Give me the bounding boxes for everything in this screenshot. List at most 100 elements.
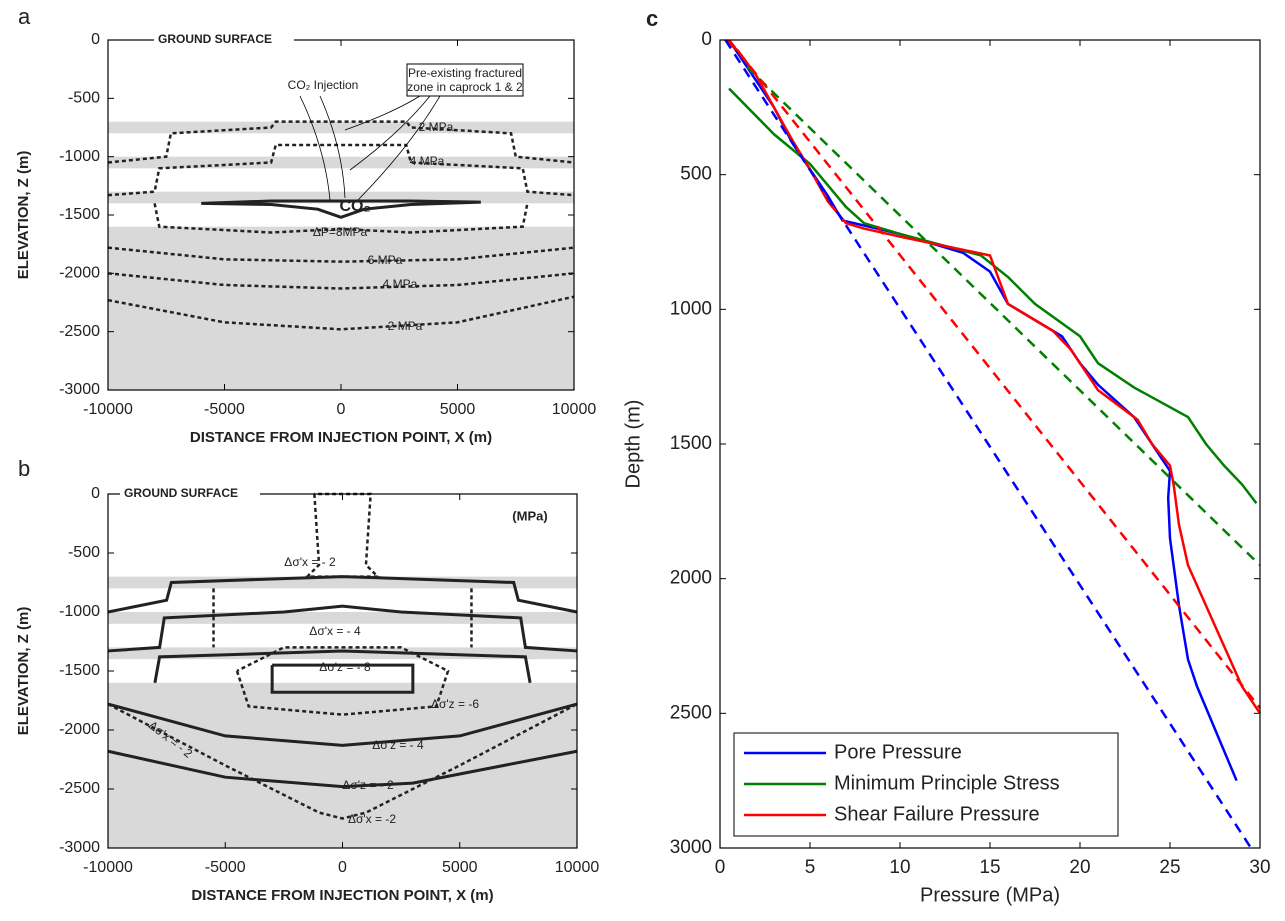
line-series — [724, 39, 1262, 715]
y-tick-label: -1500 — [59, 206, 100, 223]
annotation: 4 MPa — [410, 154, 445, 168]
y-axis-label: Depth (m) — [622, 400, 644, 489]
contour-line — [270, 663, 415, 694]
x-tick-label: 0 — [715, 857, 726, 878]
y-tick-label: 2000 — [670, 568, 712, 589]
contour-line — [107, 604, 578, 653]
contour-line — [107, 272, 575, 290]
y-tick-label: 2500 — [670, 702, 712, 723]
x-tick-label: 5000 — [442, 859, 478, 876]
x-tick-label: 5 — [805, 857, 816, 878]
y-tick-label: 1000 — [670, 298, 712, 319]
contour-line — [107, 143, 575, 197]
y-tick-label: -1000 — [59, 148, 100, 165]
contour-line — [107, 749, 578, 789]
label-bg — [154, 33, 294, 47]
x-tick-label: 15 — [979, 857, 1000, 878]
contour-line — [107, 702, 578, 820]
y-tick-label: 0 — [91, 31, 100, 48]
x-tick-label: -10000 — [83, 859, 133, 876]
panel: b-10000 -5000 0 5000 10000-3000-2500-2000-15… — [15, 456, 599, 904]
y-tick-label: 3000 — [670, 837, 712, 858]
line-series — [728, 39, 1261, 709]
layer-band — [108, 647, 577, 660]
legend-label: Pore Pressure — [834, 741, 962, 763]
annotation: Δσ'z = - 2 — [342, 778, 394, 792]
y-tick-label: -500 — [68, 544, 100, 561]
arrow — [349, 95, 431, 171]
annotation: Δσ'z = - 4 — [372, 738, 424, 752]
annotation: Δσ'x = -2 — [348, 812, 396, 826]
line-series — [746, 66, 1261, 567]
layer-band — [108, 612, 577, 624]
y-tick-label: -2500 — [59, 780, 100, 797]
annotation: Δσ'x = - 4 — [309, 624, 361, 638]
annotation: 4 MPa — [383, 277, 418, 291]
contour-line — [107, 702, 578, 747]
layer-band — [108, 226, 574, 390]
x-tick-label: -10000 — [83, 401, 133, 418]
x-tick-label: 10000 — [552, 401, 597, 418]
arrow — [357, 95, 441, 201]
panel-label: b — [18, 456, 30, 481]
contour-line — [235, 646, 450, 716]
y-tick-label: -2000 — [59, 265, 100, 282]
x-tick-label: 30 — [1249, 857, 1270, 878]
layer-band — [108, 191, 574, 204]
y-tick-label: -1000 — [59, 603, 100, 620]
y-tick-label: 0 — [91, 485, 100, 502]
x-tick-label: 0 — [337, 401, 346, 418]
x-tick-label: 10 — [889, 857, 910, 878]
line-series — [724, 39, 1253, 849]
arrow — [299, 95, 331, 201]
panel: c 0 5 10 15 20 25 30 0 500 1000 1500 2000 2500 3000 Pre… — [622, 6, 1270, 906]
contour-line — [107, 246, 575, 263]
y-tick-label: -2000 — [59, 721, 100, 738]
annotation: Δσ'x = - 2 — [284, 555, 336, 569]
annotation: GROUND SURFACE — [158, 32, 272, 46]
y-tick-label: 1500 — [670, 433, 712, 454]
x-tick-label: 20 — [1069, 857, 1090, 878]
plot-frame — [107, 493, 578, 849]
layer-band — [108, 121, 574, 134]
y-tick-label: 500 — [680, 164, 712, 185]
annotation: (MPa) — [512, 508, 547, 523]
x-axis-label: Pressure (MPa) — [920, 884, 1060, 906]
y-tick-label: -3000 — [59, 381, 100, 398]
x-tick-label: 0 — [338, 859, 347, 876]
y-tick-label: -1500 — [59, 662, 100, 679]
contour-line — [107, 295, 575, 331]
y-axis-label: ELEVATION, Z (m) — [15, 151, 32, 280]
legend-label: Minimum Principle Stress — [834, 772, 1060, 794]
contour-line — [153, 649, 532, 684]
panel-label: c — [646, 6, 658, 31]
annotation: ΔP=8MPa — [313, 225, 368, 239]
arrow — [344, 95, 421, 131]
contour-line — [201, 199, 481, 219]
annotation: 2 MPa — [419, 120, 454, 134]
legend-label: Shear Failure Pressure — [834, 803, 1040, 825]
line-series — [727, 39, 1238, 782]
plot-frame — [107, 39, 575, 391]
x-tick-label: 5000 — [440, 401, 476, 418]
y-tick-label: -500 — [68, 90, 100, 107]
label-bg — [120, 487, 260, 501]
annotation: Δσ'z = - 8 — [319, 660, 371, 674]
annotation: zone in caprock 1 & 2 — [407, 80, 523, 94]
annotation: CO₂ — [339, 198, 370, 215]
y-axis-label: ELEVATION, Z (m) — [15, 607, 32, 736]
annotation: Pre-existing fractured — [408, 66, 522, 80]
layer-band — [108, 576, 577, 589]
y-tick-label: -2500 — [59, 323, 100, 340]
annotation: GROUND SURFACE — [124, 486, 238, 500]
panel: a-10000 -5000 0 5000 10000-3000-2500-2000-15… — [15, 4, 596, 446]
callout-box — [406, 63, 524, 97]
plot-frame — [719, 39, 1261, 849]
x-tick-label: -5000 — [204, 401, 245, 418]
panel-label: a — [18, 4, 31, 29]
contour-line — [107, 120, 575, 164]
x-axis-label: DISTANCE FROM INJECTION POINT, X (m) — [190, 429, 492, 446]
y-tick-label: 0 — [701, 29, 712, 50]
annotation: Δσ'z = -6 — [431, 697, 479, 711]
